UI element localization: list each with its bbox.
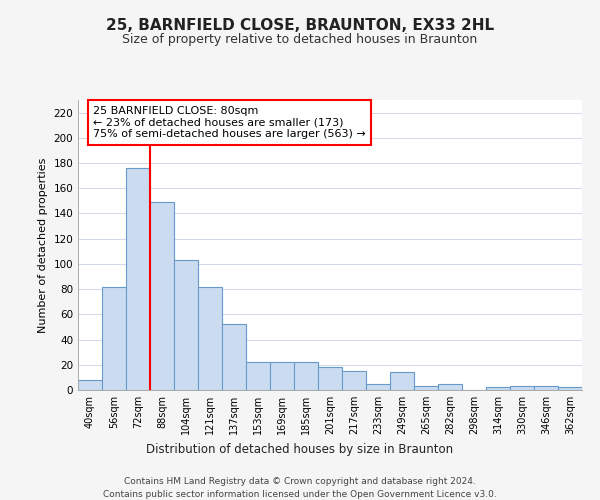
Bar [318,368,342,390]
Bar [342,371,366,390]
Bar [558,388,582,390]
Bar [486,388,510,390]
Bar [510,386,534,390]
Bar [102,286,126,390]
Bar [246,362,270,390]
Text: 25 BARNFIELD CLOSE: 80sqm
← 23% of detached houses are smaller (173)
75% of semi: 25 BARNFIELD CLOSE: 80sqm ← 23% of detac… [93,106,366,139]
Bar [198,286,222,390]
Text: Size of property relative to detached houses in Braunton: Size of property relative to detached ho… [122,32,478,46]
Bar [222,324,246,390]
Bar [438,384,462,390]
Bar [294,362,318,390]
Bar [270,362,294,390]
Y-axis label: Number of detached properties: Number of detached properties [38,158,48,332]
Bar [126,168,150,390]
Bar [78,380,102,390]
Text: Contains public sector information licensed under the Open Government Licence v3: Contains public sector information licen… [103,490,497,499]
Bar [390,372,414,390]
Bar [414,386,438,390]
Text: Distribution of detached houses by size in Braunton: Distribution of detached houses by size … [146,442,454,456]
Bar [534,386,558,390]
Bar [150,202,174,390]
Bar [366,384,390,390]
Text: 25, BARNFIELD CLOSE, BRAUNTON, EX33 2HL: 25, BARNFIELD CLOSE, BRAUNTON, EX33 2HL [106,18,494,32]
Bar [174,260,198,390]
Text: Contains HM Land Registry data © Crown copyright and database right 2024.: Contains HM Land Registry data © Crown c… [124,478,476,486]
